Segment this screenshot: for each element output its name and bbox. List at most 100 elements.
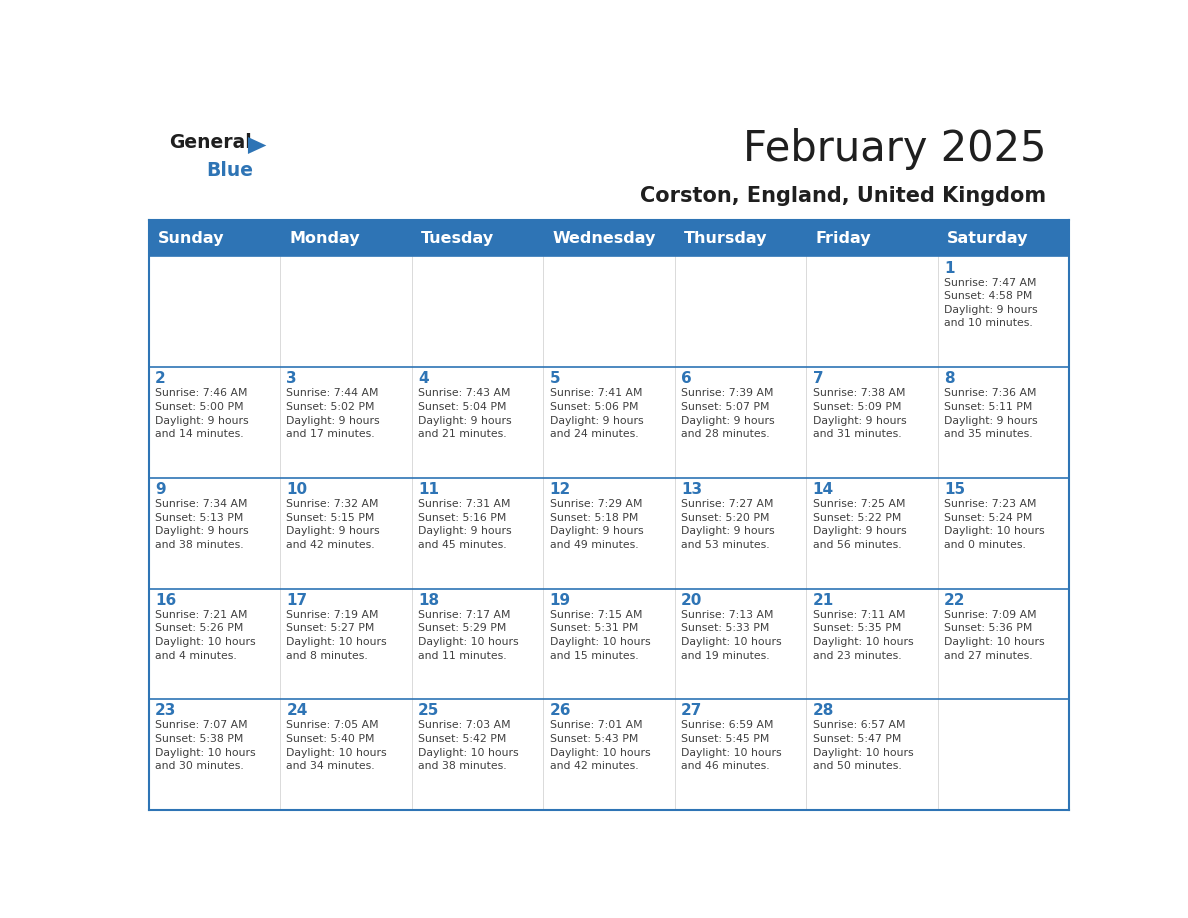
- Text: 28: 28: [813, 703, 834, 719]
- Bar: [675, 588, 807, 700]
- Text: Thursday: Thursday: [684, 230, 767, 246]
- Text: Sunday: Sunday: [158, 230, 225, 246]
- Bar: [280, 700, 411, 810]
- Text: Sunrise: 7:01 AM
Sunset: 5:43 PM
Daylight: 10 hours
and 42 minutes.: Sunrise: 7:01 AM Sunset: 5:43 PM Dayligh…: [550, 721, 650, 771]
- Text: 13: 13: [681, 482, 702, 498]
- Text: 27: 27: [681, 703, 702, 719]
- Text: Sunrise: 7:31 AM
Sunset: 5:16 PM
Daylight: 9 hours
and 45 minutes.: Sunrise: 7:31 AM Sunset: 5:16 PM Dayligh…: [418, 499, 512, 550]
- Text: Blue: Blue: [207, 161, 253, 180]
- Text: Sunrise: 7:13 AM
Sunset: 5:33 PM
Daylight: 10 hours
and 19 minutes.: Sunrise: 7:13 AM Sunset: 5:33 PM Dayligh…: [681, 610, 782, 661]
- Bar: [411, 478, 543, 588]
- Bar: [411, 367, 543, 478]
- Text: 10: 10: [286, 482, 308, 498]
- Text: 2: 2: [154, 372, 165, 386]
- Bar: [411, 700, 543, 810]
- Bar: [675, 478, 807, 588]
- Text: 12: 12: [550, 482, 570, 498]
- Bar: [148, 367, 280, 478]
- Text: Sunrise: 7:46 AM
Sunset: 5:00 PM
Daylight: 9 hours
and 14 minutes.: Sunrise: 7:46 AM Sunset: 5:00 PM Dayligh…: [154, 388, 248, 439]
- Text: Sunrise: 6:57 AM
Sunset: 5:47 PM
Daylight: 10 hours
and 50 minutes.: Sunrise: 6:57 AM Sunset: 5:47 PM Dayligh…: [813, 721, 914, 771]
- Text: 23: 23: [154, 703, 176, 719]
- Text: Sunrise: 7:38 AM
Sunset: 5:09 PM
Daylight: 9 hours
and 31 minutes.: Sunrise: 7:38 AM Sunset: 5:09 PM Dayligh…: [813, 388, 906, 439]
- Text: Sunrise: 7:09 AM
Sunset: 5:36 PM
Daylight: 10 hours
and 27 minutes.: Sunrise: 7:09 AM Sunset: 5:36 PM Dayligh…: [944, 610, 1044, 661]
- Bar: [543, 367, 675, 478]
- Bar: [280, 256, 411, 367]
- Bar: [675, 256, 807, 367]
- Bar: [807, 256, 937, 367]
- Text: Sunrise: 7:47 AM
Sunset: 4:58 PM
Daylight: 9 hours
and 10 minutes.: Sunrise: 7:47 AM Sunset: 4:58 PM Dayligh…: [944, 277, 1038, 329]
- Bar: [937, 588, 1069, 700]
- Bar: [675, 700, 807, 810]
- Bar: [807, 700, 937, 810]
- Text: 26: 26: [550, 703, 571, 719]
- Text: Sunrise: 7:19 AM
Sunset: 5:27 PM
Daylight: 10 hours
and 8 minutes.: Sunrise: 7:19 AM Sunset: 5:27 PM Dayligh…: [286, 610, 387, 661]
- Text: 17: 17: [286, 593, 308, 608]
- Bar: [148, 700, 280, 810]
- Bar: [807, 478, 937, 588]
- Bar: [937, 478, 1069, 588]
- Text: 19: 19: [550, 593, 570, 608]
- Text: 3: 3: [286, 372, 297, 386]
- Text: 6: 6: [681, 372, 691, 386]
- Bar: [411, 588, 543, 700]
- Text: Sunrise: 7:07 AM
Sunset: 5:38 PM
Daylight: 10 hours
and 30 minutes.: Sunrise: 7:07 AM Sunset: 5:38 PM Dayligh…: [154, 721, 255, 771]
- Bar: [543, 700, 675, 810]
- Bar: [807, 367, 937, 478]
- Bar: [411, 256, 543, 367]
- Polygon shape: [248, 137, 266, 154]
- Bar: [937, 367, 1069, 478]
- Text: Sunrise: 7:15 AM
Sunset: 5:31 PM
Daylight: 10 hours
and 15 minutes.: Sunrise: 7:15 AM Sunset: 5:31 PM Dayligh…: [550, 610, 650, 661]
- Bar: [148, 478, 280, 588]
- Bar: [937, 256, 1069, 367]
- Text: Sunrise: 7:43 AM
Sunset: 5:04 PM
Daylight: 9 hours
and 21 minutes.: Sunrise: 7:43 AM Sunset: 5:04 PM Dayligh…: [418, 388, 512, 439]
- Bar: [543, 588, 675, 700]
- Text: 4: 4: [418, 372, 429, 386]
- Text: Wednesday: Wednesday: [552, 230, 656, 246]
- Bar: [148, 219, 1069, 256]
- Bar: [543, 478, 675, 588]
- Text: 9: 9: [154, 482, 165, 498]
- Text: 7: 7: [813, 372, 823, 386]
- Text: Sunrise: 7:21 AM
Sunset: 5:26 PM
Daylight: 10 hours
and 4 minutes.: Sunrise: 7:21 AM Sunset: 5:26 PM Dayligh…: [154, 610, 255, 661]
- Text: Sunrise: 7:41 AM
Sunset: 5:06 PM
Daylight: 9 hours
and 24 minutes.: Sunrise: 7:41 AM Sunset: 5:06 PM Dayligh…: [550, 388, 643, 439]
- Bar: [937, 700, 1069, 810]
- Bar: [148, 256, 280, 367]
- Bar: [675, 367, 807, 478]
- Text: 11: 11: [418, 482, 440, 498]
- Text: Sunrise: 7:34 AM
Sunset: 5:13 PM
Daylight: 9 hours
and 38 minutes.: Sunrise: 7:34 AM Sunset: 5:13 PM Dayligh…: [154, 499, 248, 550]
- Text: Sunrise: 7:27 AM
Sunset: 5:20 PM
Daylight: 9 hours
and 53 minutes.: Sunrise: 7:27 AM Sunset: 5:20 PM Dayligh…: [681, 499, 775, 550]
- Text: Sunrise: 7:17 AM
Sunset: 5:29 PM
Daylight: 10 hours
and 11 minutes.: Sunrise: 7:17 AM Sunset: 5:29 PM Dayligh…: [418, 610, 519, 661]
- Text: 18: 18: [418, 593, 440, 608]
- Text: Sunrise: 7:36 AM
Sunset: 5:11 PM
Daylight: 9 hours
and 35 minutes.: Sunrise: 7:36 AM Sunset: 5:11 PM Dayligh…: [944, 388, 1038, 439]
- Text: 15: 15: [944, 482, 965, 498]
- Text: Tuesday: Tuesday: [421, 230, 494, 246]
- Text: 21: 21: [813, 593, 834, 608]
- Bar: [280, 588, 411, 700]
- Bar: [807, 588, 937, 700]
- Text: 1: 1: [944, 261, 955, 275]
- Text: Sunrise: 7:11 AM
Sunset: 5:35 PM
Daylight: 10 hours
and 23 minutes.: Sunrise: 7:11 AM Sunset: 5:35 PM Dayligh…: [813, 610, 914, 661]
- Text: Sunrise: 7:29 AM
Sunset: 5:18 PM
Daylight: 9 hours
and 49 minutes.: Sunrise: 7:29 AM Sunset: 5:18 PM Dayligh…: [550, 499, 643, 550]
- Text: Sunrise: 6:59 AM
Sunset: 5:45 PM
Daylight: 10 hours
and 46 minutes.: Sunrise: 6:59 AM Sunset: 5:45 PM Dayligh…: [681, 721, 782, 771]
- Text: 16: 16: [154, 593, 176, 608]
- Text: Monday: Monday: [289, 230, 360, 246]
- Text: 25: 25: [418, 703, 440, 719]
- Text: 8: 8: [944, 372, 955, 386]
- Text: Sunrise: 7:44 AM
Sunset: 5:02 PM
Daylight: 9 hours
and 17 minutes.: Sunrise: 7:44 AM Sunset: 5:02 PM Dayligh…: [286, 388, 380, 439]
- Text: 24: 24: [286, 703, 308, 719]
- Text: Sunrise: 7:23 AM
Sunset: 5:24 PM
Daylight: 10 hours
and 0 minutes.: Sunrise: 7:23 AM Sunset: 5:24 PM Dayligh…: [944, 499, 1044, 550]
- Bar: [280, 478, 411, 588]
- Text: Sunrise: 7:25 AM
Sunset: 5:22 PM
Daylight: 9 hours
and 56 minutes.: Sunrise: 7:25 AM Sunset: 5:22 PM Dayligh…: [813, 499, 906, 550]
- Text: 5: 5: [550, 372, 561, 386]
- Text: Sunrise: 7:32 AM
Sunset: 5:15 PM
Daylight: 9 hours
and 42 minutes.: Sunrise: 7:32 AM Sunset: 5:15 PM Dayligh…: [286, 499, 380, 550]
- Text: Sunrise: 7:39 AM
Sunset: 5:07 PM
Daylight: 9 hours
and 28 minutes.: Sunrise: 7:39 AM Sunset: 5:07 PM Dayligh…: [681, 388, 775, 439]
- Text: Sunrise: 7:03 AM
Sunset: 5:42 PM
Daylight: 10 hours
and 38 minutes.: Sunrise: 7:03 AM Sunset: 5:42 PM Dayligh…: [418, 721, 519, 771]
- Text: 22: 22: [944, 593, 966, 608]
- Text: 20: 20: [681, 593, 702, 608]
- Text: 14: 14: [813, 482, 834, 498]
- Text: Friday: Friday: [815, 230, 871, 246]
- Text: Saturday: Saturday: [947, 230, 1029, 246]
- Text: February 2025: February 2025: [742, 128, 1047, 170]
- Bar: [148, 588, 280, 700]
- Text: Corston, England, United Kingdom: Corston, England, United Kingdom: [640, 185, 1047, 206]
